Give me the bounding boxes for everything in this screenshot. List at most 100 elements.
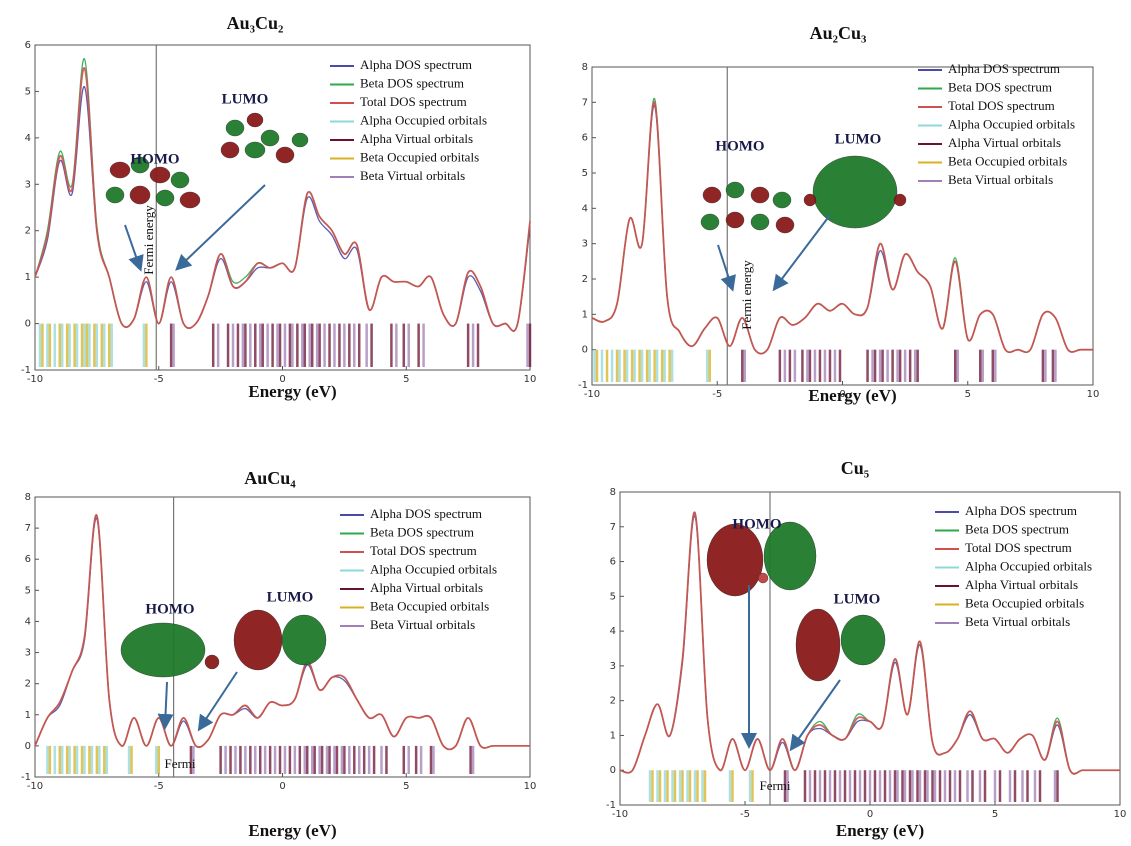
orbital-picture bbox=[180, 192, 200, 208]
legend-label: Alpha Virtual orbitals bbox=[360, 131, 473, 146]
y-tick-label: 3 bbox=[582, 239, 588, 250]
orbital-picture bbox=[156, 190, 174, 206]
y-tick-label: 1 bbox=[582, 309, 588, 320]
orbital-picture bbox=[226, 120, 244, 136]
x-tick-label: 10 bbox=[524, 374, 537, 385]
x-tick-label: 5 bbox=[965, 389, 971, 400]
y-tick-label: 6 bbox=[25, 40, 31, 51]
orbital-picture bbox=[245, 142, 265, 158]
y-tick-label: 1 bbox=[25, 272, 31, 283]
legend-label: Alpha Virtual orbitals bbox=[965, 577, 1078, 592]
x-tick-label: 0 bbox=[867, 809, 873, 820]
y-tick-label: -1 bbox=[606, 800, 616, 811]
y-tick-label: 8 bbox=[610, 487, 616, 498]
orbital-picture bbox=[796, 609, 840, 681]
y-tick-label: 7 bbox=[25, 523, 31, 534]
homo-label: HOMO bbox=[130, 151, 179, 167]
legend-label: Alpha DOS spectrum bbox=[360, 57, 472, 72]
legend-label: Beta Virtual orbitals bbox=[965, 614, 1070, 629]
y-tick-label: 0 bbox=[610, 765, 616, 776]
legend-label: Beta DOS spectrum bbox=[965, 521, 1069, 536]
y-tick-label: 0 bbox=[25, 319, 31, 330]
x-tick-label: -5 bbox=[154, 374, 164, 385]
legend-label: Beta Virtual orbitals bbox=[948, 172, 1053, 187]
y-tick-label: 3 bbox=[25, 179, 31, 190]
y-tick-label: 6 bbox=[582, 133, 588, 144]
y-tick-label: 0 bbox=[25, 741, 31, 752]
y-tick-label: 7 bbox=[610, 522, 616, 533]
legend-label: Beta DOS spectrum bbox=[370, 524, 474, 539]
orbital-picture bbox=[110, 162, 130, 178]
y-tick-label: 3 bbox=[25, 648, 31, 659]
x-tick-label: 0 bbox=[839, 389, 845, 400]
orbital-picture bbox=[701, 214, 719, 230]
x-tick-label: -5 bbox=[740, 809, 750, 820]
chart-title: AuCu₄ bbox=[244, 468, 296, 488]
legend-label: Beta DOS spectrum bbox=[360, 75, 464, 90]
homo-label: HOMO bbox=[732, 516, 781, 532]
legend-label: Alpha DOS spectrum bbox=[965, 503, 1077, 518]
orbital-picture bbox=[247, 113, 263, 127]
chart-title: Au₃Cu₂ bbox=[227, 13, 284, 33]
y-tick-label: 4 bbox=[25, 616, 31, 627]
orbital-picture bbox=[171, 172, 189, 188]
legend-label: Alpha DOS spectrum bbox=[370, 506, 482, 521]
y-tick-label: 2 bbox=[25, 226, 31, 237]
x-tick-label: 10 bbox=[1114, 809, 1127, 820]
legend-label: Beta Virtual orbitals bbox=[360, 168, 465, 183]
orbital-picture bbox=[130, 186, 150, 204]
fermi-label: Fermi bbox=[759, 778, 790, 793]
legend-label: Alpha DOS spectrum bbox=[948, 61, 1060, 76]
x-tick-label: 5 bbox=[403, 374, 409, 385]
x-axis-label: Energy (eV) bbox=[248, 821, 336, 840]
y-tick-label: -1 bbox=[21, 772, 31, 783]
legend-label: Total DOS spectrum bbox=[965, 540, 1072, 555]
x-tick-label: 0 bbox=[279, 781, 285, 792]
orbital-picture bbox=[150, 167, 170, 183]
homo-label: HOMO bbox=[145, 601, 194, 617]
x-tick-label: 5 bbox=[992, 809, 998, 820]
legend-label: Alpha Occupied orbitals bbox=[370, 561, 497, 576]
legend-label: Alpha Occupied orbitals bbox=[360, 112, 487, 127]
orbital-picture bbox=[221, 142, 239, 158]
fermi-label: Fermi energy bbox=[141, 205, 156, 275]
orbital-picture bbox=[726, 182, 744, 198]
x-tick-label: 10 bbox=[524, 781, 537, 792]
x-axis-label: Energy (eV) bbox=[836, 821, 924, 840]
orbital-picture bbox=[773, 192, 791, 208]
y-tick-label: 2 bbox=[610, 696, 616, 707]
y-tick-label: 6 bbox=[25, 554, 31, 565]
x-axis-label: Energy (eV) bbox=[808, 386, 896, 405]
y-tick-label: 1 bbox=[610, 730, 616, 741]
legend-label: Total DOS spectrum bbox=[370, 543, 477, 558]
legend-label: Beta Occupied orbitals bbox=[360, 149, 479, 164]
legend-label: Alpha Occupied orbitals bbox=[948, 116, 1075, 131]
x-axis-label: Energy (eV) bbox=[248, 382, 336, 401]
y-tick-label: 8 bbox=[25, 492, 31, 503]
x-tick-label: 5 bbox=[403, 781, 409, 792]
x-tick-label: -5 bbox=[712, 389, 722, 400]
chart-title: Cu₅ bbox=[841, 458, 869, 478]
y-tick-label: 8 bbox=[582, 62, 588, 73]
homo-label: HOMO bbox=[715, 138, 764, 154]
y-tick-label: 5 bbox=[25, 585, 31, 596]
legend-label: Alpha Virtual orbitals bbox=[370, 580, 483, 595]
orbital-picture bbox=[776, 217, 794, 233]
lumo-label: LUMO bbox=[834, 591, 881, 607]
y-tick-label: 2 bbox=[25, 679, 31, 690]
y-tick-label: 7 bbox=[582, 97, 588, 108]
orbital-picture bbox=[758, 573, 768, 583]
orbital-picture bbox=[804, 194, 816, 206]
orbital-picture bbox=[121, 623, 205, 677]
orbital-picture bbox=[751, 187, 769, 203]
orbital-picture bbox=[751, 214, 769, 230]
y-tick-label: 5 bbox=[610, 591, 616, 602]
y-tick-label: 4 bbox=[610, 626, 616, 637]
orbital-picture bbox=[261, 130, 279, 146]
y-tick-label: -1 bbox=[578, 380, 588, 391]
legend-label: Beta Occupied orbitals bbox=[948, 153, 1067, 168]
lumo-label: LUMO bbox=[835, 131, 882, 147]
legend-label: Alpha Occupied orbitals bbox=[965, 558, 1092, 573]
orbital-picture bbox=[292, 133, 308, 147]
lumo-label: LUMO bbox=[267, 589, 314, 605]
